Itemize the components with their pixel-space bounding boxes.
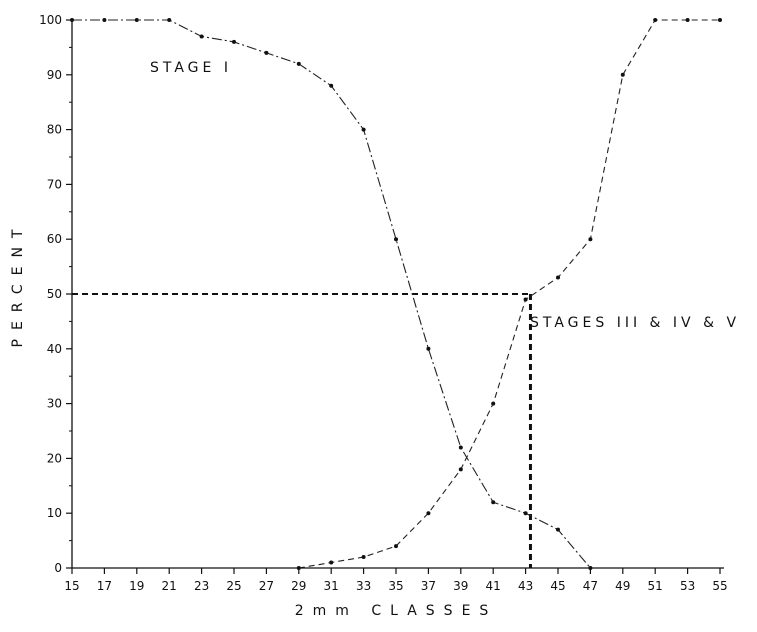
x-tick-label: 35 bbox=[388, 579, 403, 593]
data-point-stages-iii-iv-v bbox=[685, 18, 690, 22]
data-point-stage-i bbox=[394, 237, 398, 242]
data-point-stage-i bbox=[199, 34, 204, 39]
data-point-stages-iii-iv-v bbox=[620, 72, 625, 77]
y-tick-label: 30 bbox=[47, 397, 62, 411]
x-tick-label: 29 bbox=[291, 579, 306, 593]
y-tick-label: 60 bbox=[47, 232, 62, 246]
x-tick-label: 27 bbox=[259, 579, 274, 593]
x-tick-label: 25 bbox=[226, 579, 241, 593]
x-tick-label: 23 bbox=[194, 579, 209, 593]
series-layer bbox=[70, 18, 722, 570]
data-point-stages-iii-iv-v bbox=[458, 467, 463, 472]
data-point-stages-iii-iv-v bbox=[718, 18, 722, 22]
data-point-stage-i bbox=[361, 127, 366, 132]
series-line-stages-iii-iv-v bbox=[298, 19, 720, 569]
data-point-stage-i bbox=[102, 18, 107, 22]
x-tick-label: 33 bbox=[356, 579, 371, 593]
y-tick-label: 90 bbox=[47, 68, 62, 82]
x-tick-label: 31 bbox=[324, 579, 339, 593]
data-point-stages-iii-iv-v bbox=[329, 560, 334, 565]
data-point-stages-iii-iv-v bbox=[491, 401, 496, 406]
x-tick-label: 53 bbox=[680, 579, 695, 593]
y-tick-label: 20 bbox=[47, 451, 62, 465]
data-point-stage-i bbox=[523, 511, 528, 516]
y-tick-label: 80 bbox=[47, 123, 62, 137]
data-point-stage-i bbox=[232, 39, 236, 44]
x-tick-label: 47 bbox=[583, 579, 598, 593]
data-point-stage-i bbox=[426, 346, 431, 351]
data-point-stage-i bbox=[556, 527, 560, 532]
x-tick-label: 45 bbox=[550, 579, 565, 593]
y-tick-label: 70 bbox=[47, 177, 62, 191]
y-tick-label: 40 bbox=[47, 342, 62, 356]
x-tick-label: 55 bbox=[712, 579, 727, 593]
data-point-stage-i bbox=[458, 445, 463, 450]
y-tick-label: 50 bbox=[47, 287, 62, 301]
x-tick-label: 21 bbox=[162, 579, 177, 593]
data-point-stages-iii-iv-v bbox=[394, 544, 398, 549]
reference-lines bbox=[72, 293, 532, 568]
data-point-stages-iii-iv-v bbox=[523, 297, 528, 302]
annotation-stages-iii-iv-v: STAGES III & IV & V bbox=[530, 315, 740, 331]
x-tick-label: 17 bbox=[97, 579, 112, 593]
data-point-stage-i bbox=[491, 500, 496, 505]
x-axis-title: 2mm CLASSES bbox=[295, 603, 498, 619]
data-point-stages-iii-iv-v bbox=[588, 237, 593, 242]
x-tick-label: 39 bbox=[453, 579, 468, 593]
y-tick-label: 0 bbox=[54, 561, 62, 575]
data-point-stage-i bbox=[167, 18, 172, 22]
data-point-stages-iii-iv-v bbox=[426, 511, 431, 516]
x-tick-label: 19 bbox=[129, 579, 144, 593]
ticks: 15 17 19 21 23 25 27 29 31 33 35 37 39 41 43 45 47 49 51 53… bbox=[39, 13, 728, 593]
data-point-stages-iii-iv-v bbox=[653, 18, 658, 22]
x-tick-label: 15 bbox=[64, 579, 79, 593]
y-axis-title: PERCENT bbox=[10, 221, 26, 348]
y-tick-label: 10 bbox=[47, 506, 62, 520]
x-tick-label: 43 bbox=[518, 579, 533, 593]
x-tick-label: 41 bbox=[486, 579, 501, 593]
data-point-stages-iii-iv-v bbox=[556, 275, 560, 280]
data-point-stage-i bbox=[329, 83, 334, 88]
data-point-stages-iii-iv-v bbox=[361, 555, 366, 560]
x-tick-label: 37 bbox=[421, 579, 436, 593]
data-point-stage-i bbox=[264, 50, 269, 55]
data-point-stage-i bbox=[296, 61, 301, 66]
annotation-stage-i: STAGE I bbox=[150, 60, 232, 76]
x-tick-label: 51 bbox=[648, 579, 663, 593]
x-tick-label: 49 bbox=[615, 579, 630, 593]
y-tick-label: 100 bbox=[39, 13, 62, 27]
data-point-stage-i bbox=[134, 18, 139, 22]
